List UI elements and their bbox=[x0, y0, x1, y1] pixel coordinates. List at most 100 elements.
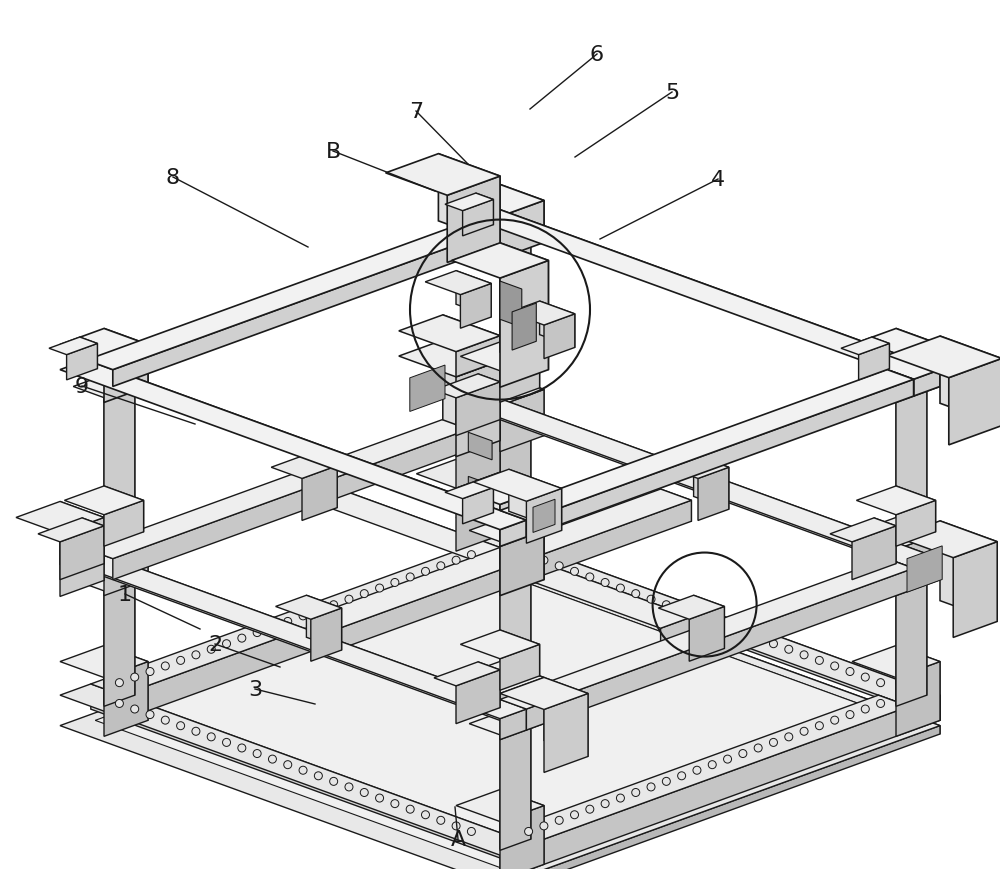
Polygon shape bbox=[500, 630, 540, 676]
Circle shape bbox=[877, 679, 885, 687]
Polygon shape bbox=[434, 375, 500, 398]
Polygon shape bbox=[500, 399, 940, 580]
Polygon shape bbox=[416, 421, 500, 451]
Polygon shape bbox=[86, 220, 500, 370]
Polygon shape bbox=[445, 194, 493, 211]
Polygon shape bbox=[865, 375, 927, 398]
Polygon shape bbox=[896, 662, 940, 737]
Circle shape bbox=[632, 788, 640, 797]
Polygon shape bbox=[896, 569, 927, 695]
Polygon shape bbox=[80, 338, 97, 369]
Polygon shape bbox=[859, 344, 889, 381]
Polygon shape bbox=[445, 481, 493, 499]
Polygon shape bbox=[91, 547, 500, 695]
Polygon shape bbox=[456, 670, 500, 724]
Polygon shape bbox=[526, 568, 914, 730]
Polygon shape bbox=[914, 370, 940, 396]
Polygon shape bbox=[474, 399, 940, 568]
Polygon shape bbox=[104, 569, 135, 695]
Polygon shape bbox=[500, 473, 544, 531]
Polygon shape bbox=[661, 617, 691, 649]
Polygon shape bbox=[86, 408, 500, 559]
Circle shape bbox=[391, 799, 399, 807]
Circle shape bbox=[345, 783, 353, 791]
Polygon shape bbox=[500, 357, 540, 403]
Polygon shape bbox=[60, 361, 526, 530]
Polygon shape bbox=[500, 342, 540, 388]
Polygon shape bbox=[500, 521, 526, 547]
Circle shape bbox=[540, 556, 548, 565]
Circle shape bbox=[861, 673, 869, 681]
Circle shape bbox=[693, 612, 701, 620]
Circle shape bbox=[846, 711, 854, 719]
Polygon shape bbox=[887, 336, 1000, 378]
Polygon shape bbox=[410, 366, 445, 412]
Polygon shape bbox=[909, 695, 940, 732]
Polygon shape bbox=[540, 302, 575, 348]
Circle shape bbox=[754, 634, 762, 642]
Circle shape bbox=[406, 806, 414, 813]
Circle shape bbox=[739, 750, 747, 758]
Circle shape bbox=[146, 667, 154, 676]
Polygon shape bbox=[456, 473, 544, 505]
Polygon shape bbox=[86, 361, 526, 537]
Text: B: B bbox=[325, 142, 341, 162]
Circle shape bbox=[115, 679, 123, 687]
Polygon shape bbox=[544, 315, 575, 359]
Polygon shape bbox=[500, 678, 544, 740]
Circle shape bbox=[115, 700, 123, 707]
Polygon shape bbox=[512, 304, 536, 351]
Circle shape bbox=[223, 739, 231, 746]
Circle shape bbox=[586, 806, 594, 813]
Polygon shape bbox=[544, 693, 588, 773]
Polygon shape bbox=[500, 489, 544, 547]
Polygon shape bbox=[60, 566, 940, 869]
Circle shape bbox=[314, 772, 322, 779]
Polygon shape bbox=[500, 210, 940, 387]
Polygon shape bbox=[841, 338, 889, 355]
Polygon shape bbox=[306, 595, 342, 650]
Polygon shape bbox=[452, 243, 548, 279]
Circle shape bbox=[437, 562, 445, 570]
Circle shape bbox=[800, 651, 808, 659]
Polygon shape bbox=[104, 534, 148, 596]
Polygon shape bbox=[509, 470, 562, 531]
Polygon shape bbox=[852, 527, 896, 580]
Circle shape bbox=[391, 579, 399, 587]
Polygon shape bbox=[500, 566, 940, 734]
Circle shape bbox=[207, 646, 215, 653]
Polygon shape bbox=[500, 713, 531, 839]
Polygon shape bbox=[86, 549, 526, 730]
Polygon shape bbox=[500, 645, 540, 691]
Circle shape bbox=[877, 700, 885, 707]
Circle shape bbox=[785, 646, 793, 653]
Circle shape bbox=[693, 766, 701, 774]
Polygon shape bbox=[500, 709, 526, 740]
Polygon shape bbox=[456, 434, 500, 488]
Polygon shape bbox=[309, 489, 691, 628]
Polygon shape bbox=[500, 726, 940, 869]
Circle shape bbox=[601, 799, 609, 807]
Circle shape bbox=[525, 551, 533, 559]
Polygon shape bbox=[60, 549, 526, 719]
Polygon shape bbox=[456, 502, 544, 534]
Polygon shape bbox=[49, 338, 97, 355]
Polygon shape bbox=[474, 220, 500, 247]
Polygon shape bbox=[500, 374, 544, 436]
Polygon shape bbox=[533, 500, 555, 533]
Polygon shape bbox=[476, 194, 493, 225]
Circle shape bbox=[360, 590, 368, 598]
Polygon shape bbox=[852, 518, 940, 550]
Polygon shape bbox=[872, 338, 889, 369]
Polygon shape bbox=[531, 706, 909, 869]
Polygon shape bbox=[500, 243, 548, 370]
Circle shape bbox=[314, 607, 322, 614]
Polygon shape bbox=[949, 359, 1000, 445]
Polygon shape bbox=[460, 630, 540, 659]
Polygon shape bbox=[104, 375, 135, 502]
Circle shape bbox=[662, 778, 670, 786]
Circle shape bbox=[253, 629, 261, 637]
Polygon shape bbox=[896, 518, 940, 580]
Circle shape bbox=[769, 640, 777, 648]
Circle shape bbox=[785, 733, 793, 741]
